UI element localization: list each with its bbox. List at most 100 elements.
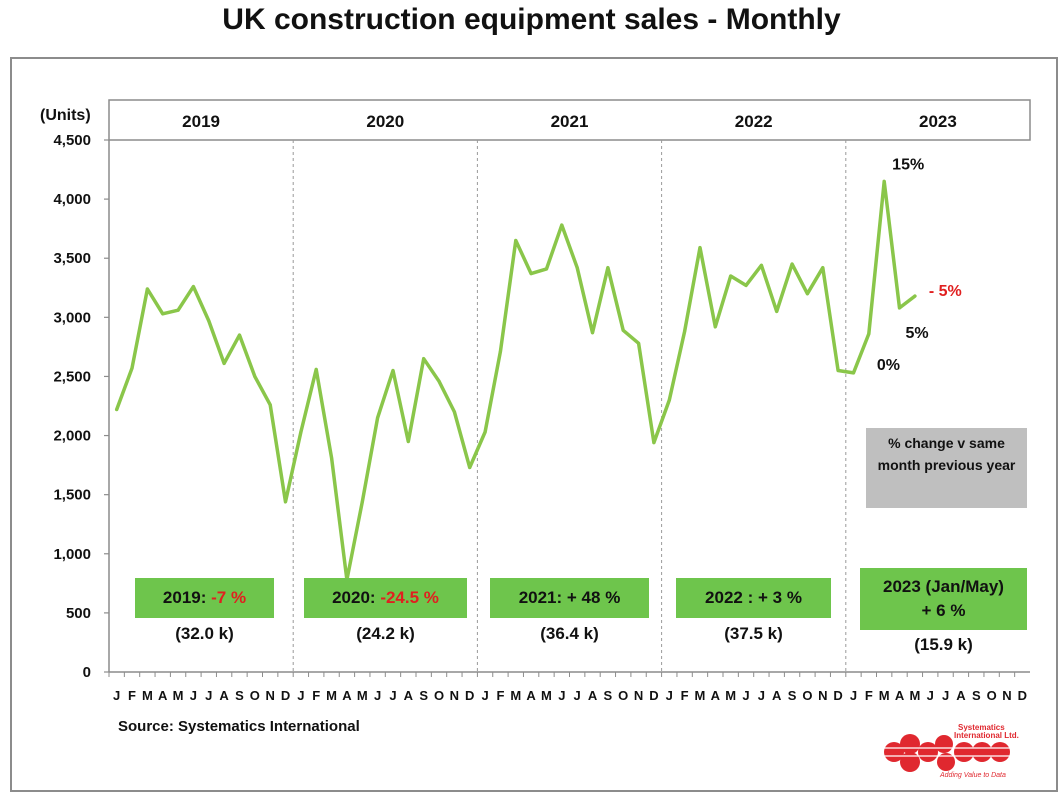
x-tick-label: J [113, 688, 120, 703]
data-point [729, 274, 733, 278]
summary-change: + 6 % [921, 601, 966, 620]
data-annotation: 15% [892, 156, 924, 173]
x-tick-label: N [634, 688, 643, 703]
data-point [299, 430, 303, 434]
x-tick-label: A [956, 688, 966, 703]
x-tick-label: D [1018, 688, 1027, 703]
data-point [452, 410, 456, 414]
x-tick-label: J [742, 688, 749, 703]
data-point [821, 266, 825, 270]
x-tick-label: A [219, 688, 229, 703]
x-tick-label: N [265, 688, 274, 703]
x-tick-label: F [681, 688, 689, 703]
data-point [898, 306, 902, 310]
y-tick-label: 3,000 [53, 309, 91, 326]
summary-total-2021: (36.4 k) [540, 624, 599, 643]
summary-change: + 48 % [566, 588, 621, 607]
x-tick-label: S [604, 688, 613, 703]
x-tick-label: F [128, 688, 136, 703]
data-point [759, 263, 763, 267]
x-tick-label: J [927, 688, 934, 703]
summary-total-2019: (32.0 k) [175, 624, 234, 643]
x-tick-label: D [281, 688, 290, 703]
summary-change: -7 % [211, 588, 247, 607]
x-tick-label: J [574, 688, 581, 703]
data-point [237, 333, 241, 337]
data-point [836, 369, 840, 373]
y-tick-label: 4,000 [53, 191, 91, 208]
summary-change: + 3 % [757, 588, 802, 607]
x-tick-label: M [909, 688, 920, 703]
data-point [406, 439, 410, 443]
x-tick-label: O [618, 688, 628, 703]
data-point [683, 330, 687, 334]
year-label: 2019 [182, 112, 220, 131]
x-tick-label: A [158, 688, 168, 703]
data-point [529, 272, 533, 276]
x-tick-label: M [541, 688, 552, 703]
year-label: 2020 [366, 112, 404, 131]
data-point [253, 374, 257, 378]
data-point [575, 266, 579, 270]
x-tick-label: J [850, 688, 857, 703]
summary-label: 2023 (Jan/May) [883, 577, 1004, 596]
svg-text:Systematics: Systematics [958, 723, 1005, 732]
y-tick-label: 2,500 [53, 368, 91, 385]
data-point [191, 285, 195, 289]
x-tick-label: M [510, 688, 521, 703]
x-tick-label: J [297, 688, 304, 703]
y-tick-label: 1,000 [53, 546, 91, 563]
data-point [145, 287, 149, 291]
x-tick-label: S [788, 688, 797, 703]
data-point [376, 416, 380, 420]
x-tick-label: J [374, 688, 381, 703]
summary-change: -24.5 % [380, 588, 439, 607]
x-tick-label: F [865, 688, 873, 703]
summary-box-2021: 2021: + 48 % [490, 578, 649, 618]
svg-text:Adding Value to Data: Adding Value to Data [939, 772, 1006, 779]
x-tick-label: N [818, 688, 827, 703]
x-tick-label: A [342, 688, 352, 703]
legend-note: % change v same month previous year [866, 428, 1027, 508]
data-annotation: - 5% [929, 283, 962, 300]
x-tick-label: M [357, 688, 368, 703]
data-point [744, 283, 748, 287]
data-point [222, 361, 226, 365]
svg-text:International Ltd.: International Ltd. [954, 731, 1019, 740]
y-tick-label: 4,500 [53, 132, 91, 149]
data-point [652, 441, 656, 445]
data-point [483, 430, 487, 434]
x-tick-label: J [666, 688, 673, 703]
year-label: 2021 [551, 112, 589, 131]
x-tick-label: J [758, 688, 765, 703]
data-point [544, 267, 548, 271]
year-label: 2022 [735, 112, 773, 131]
x-tick-label: A [588, 688, 598, 703]
data-point [391, 369, 395, 373]
data-point [606, 266, 610, 270]
data-point [207, 319, 211, 323]
summary-label: 2021: [518, 588, 563, 607]
chart-frame [10, 57, 1058, 792]
data-point [867, 332, 871, 336]
y-tick-label: 1,500 [53, 487, 91, 504]
x-tick-label: S [419, 688, 428, 703]
summary-box-2022: 2022 : + 3 % [676, 578, 831, 618]
x-tick-label: M [173, 688, 184, 703]
data-point [591, 331, 595, 335]
x-tick-label: F [496, 688, 504, 703]
data-point [130, 366, 134, 370]
summary-total-2020: (24.2 k) [356, 624, 415, 643]
data-point [698, 246, 702, 250]
y-tick-label: 3,500 [53, 250, 91, 267]
x-tick-label: A [711, 688, 721, 703]
x-tick-label: M [725, 688, 736, 703]
year-label: 2023 [919, 112, 957, 131]
source-note: Source: Systematics International [118, 718, 360, 735]
data-point [805, 292, 809, 296]
data-point [667, 398, 671, 402]
data-point [284, 500, 288, 504]
data-point [560, 223, 564, 227]
x-tick-label: M [695, 688, 706, 703]
